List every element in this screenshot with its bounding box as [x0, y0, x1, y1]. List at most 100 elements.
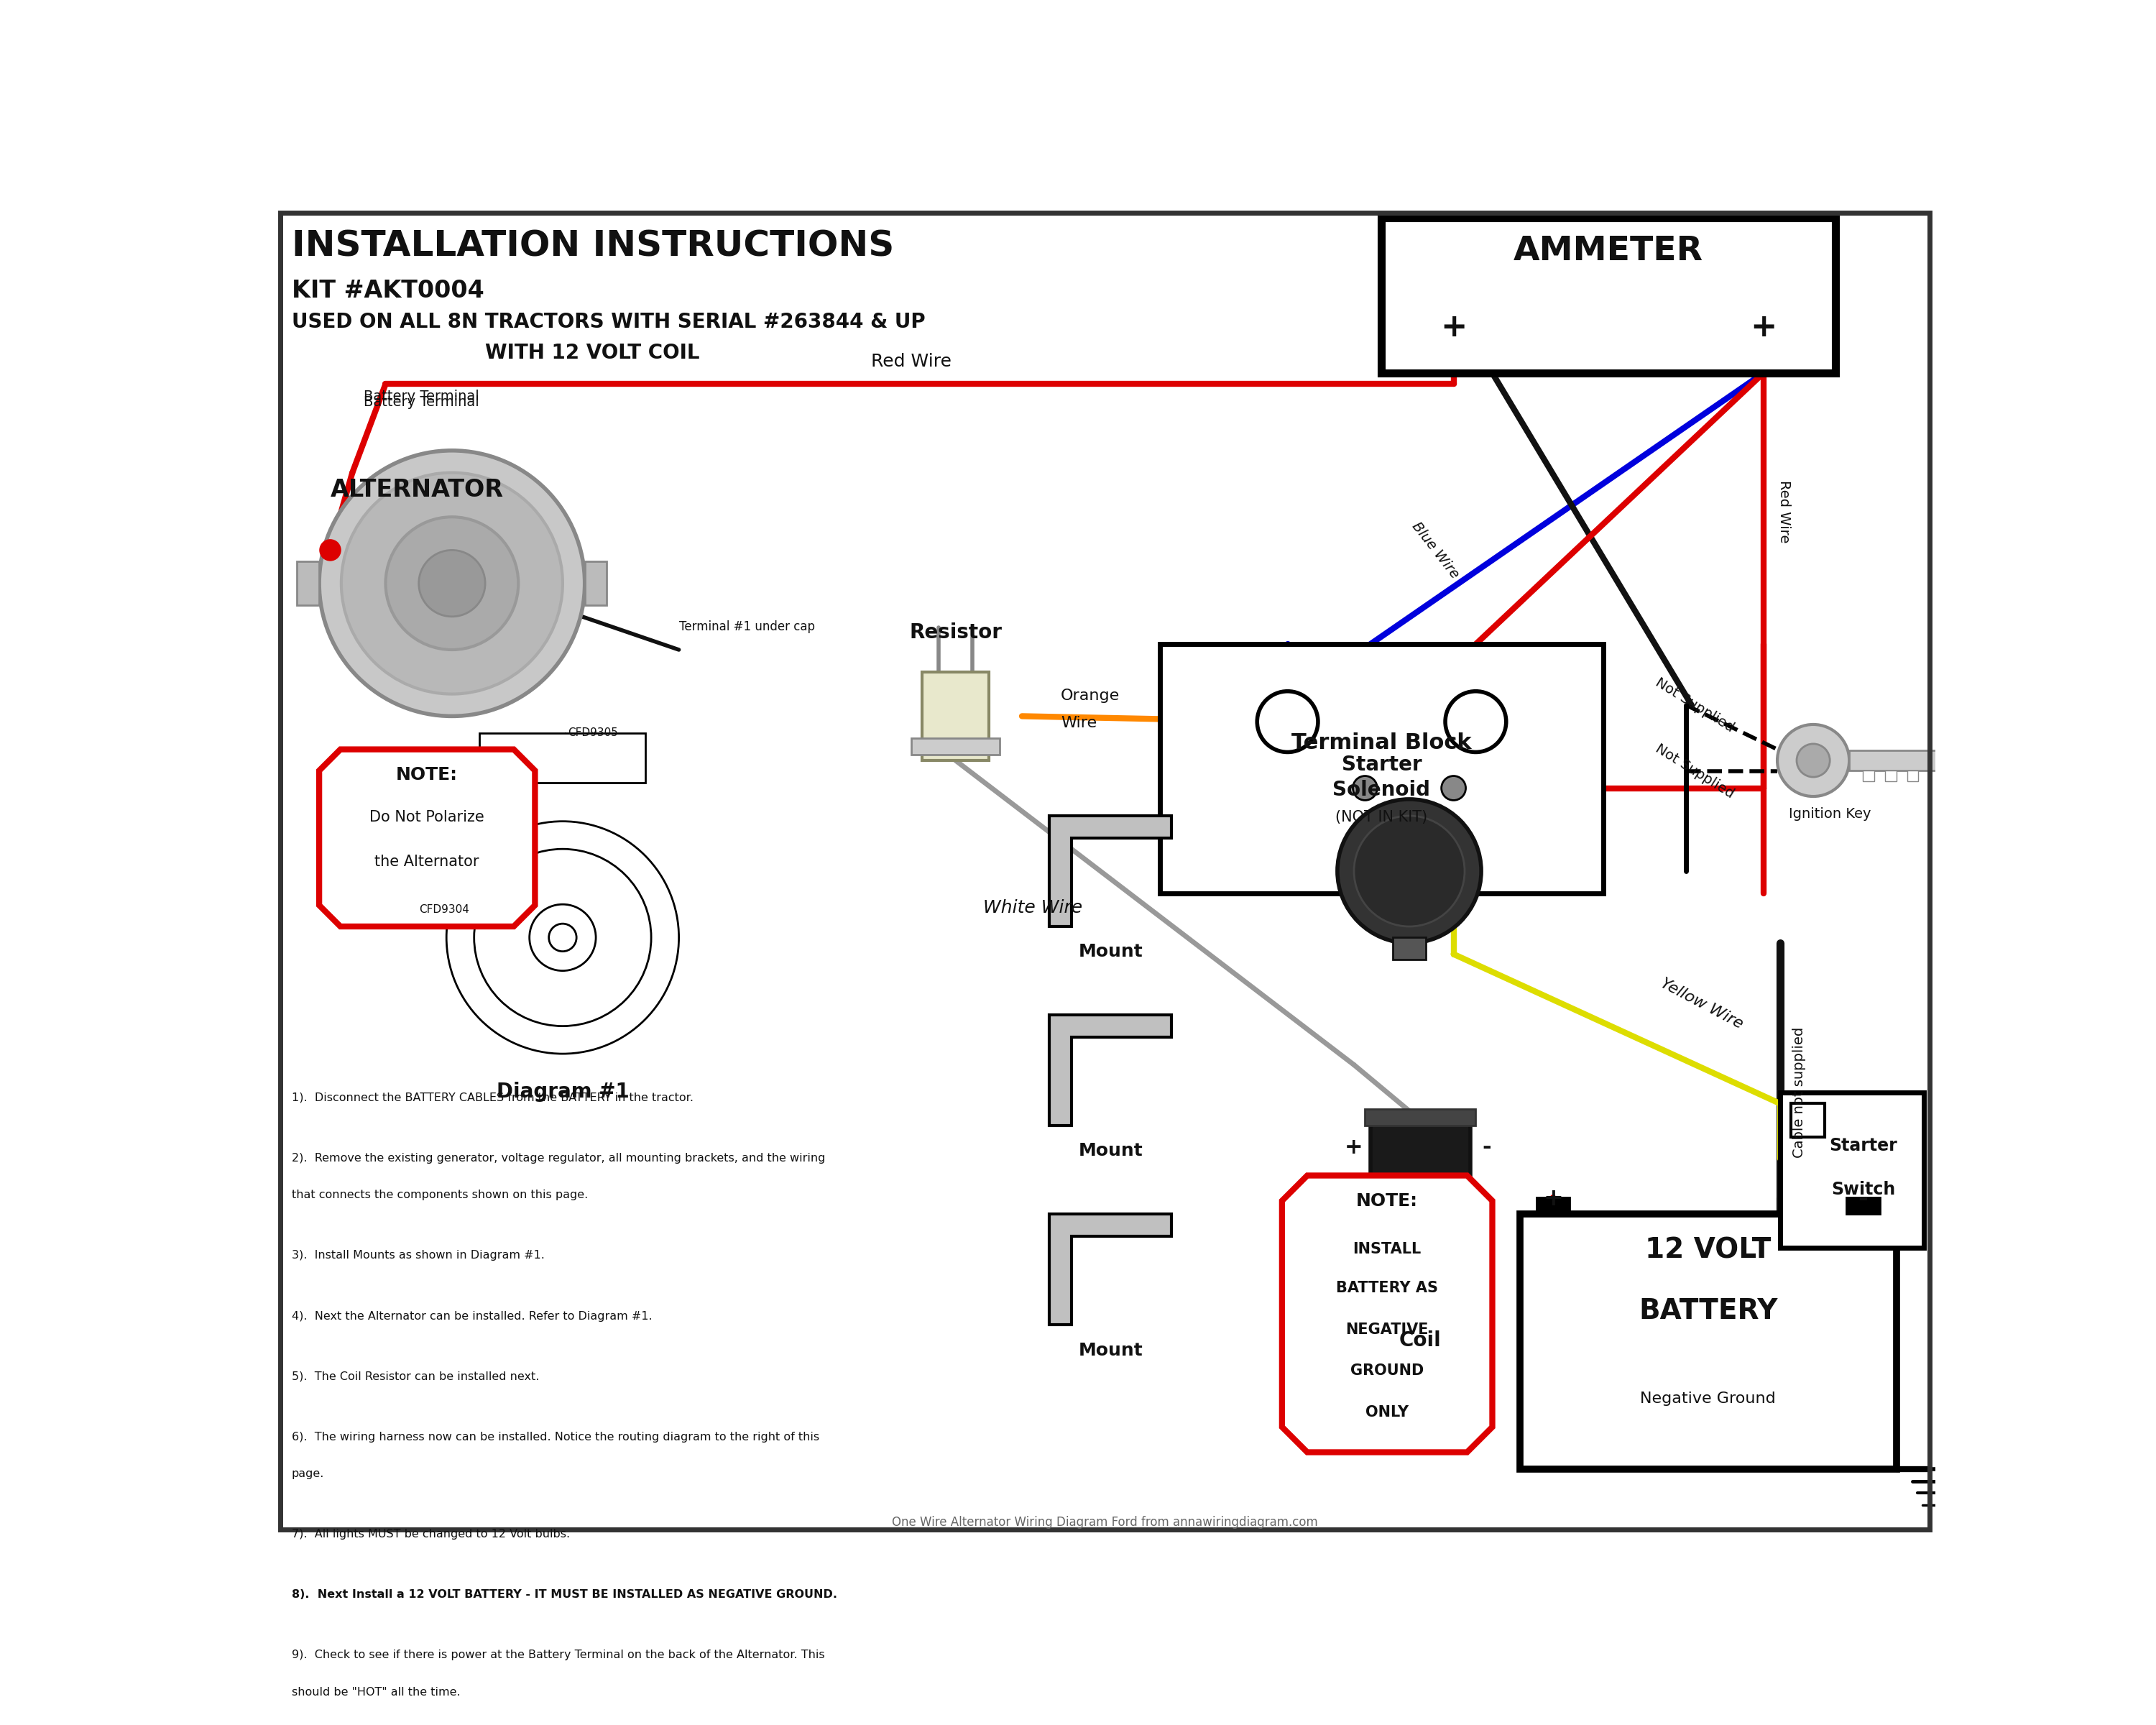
Text: Red Wire: Red Wire [871, 354, 951, 371]
Bar [1365, 1109, 1475, 1126]
Circle shape [319, 450, 584, 716]
Text: +: + [1345, 1137, 1363, 1157]
Bar [1846, 1197, 1880, 1214]
Bar [1850, 750, 1938, 771]
Text: -: - [1481, 1137, 1492, 1157]
Text: the Alternator: the Alternator [375, 854, 479, 869]
Text: WITH 12 VOLT COIL: WITH 12 VOLT COIL [485, 343, 701, 362]
Text: Diagram #1: Diagram #1 [496, 1082, 630, 1102]
Bar [1393, 938, 1425, 959]
Text: Switch: Switch [1830, 1182, 1895, 1199]
Text: Orange: Orange [1061, 688, 1119, 702]
Text: page.: page. [291, 1468, 323, 1480]
Text: White Wire: White Wire [983, 899, 1082, 916]
Text: 6).  The wiring harness now can be installed. Notice the routing diagram to the : 6). The wiring harness now can be instal… [291, 1432, 819, 1442]
Bar [584, 561, 606, 605]
Text: AMMETER: AMMETER [1514, 235, 1703, 267]
Circle shape [1337, 799, 1481, 944]
Bar [923, 673, 990, 761]
Text: 5).  The Coil Resistor can be installed next.: 5). The Coil Resistor can be installed n… [291, 1371, 539, 1382]
Text: that connects the components shown on this page.: that connects the components shown on th… [291, 1190, 589, 1201]
Text: Starter: Starter [1828, 1137, 1897, 1154]
Polygon shape [1050, 816, 1171, 926]
Text: -: - [1858, 1187, 1867, 1211]
Bar [1781, 1092, 1923, 1247]
Bar [1371, 1120, 1470, 1320]
Text: 8).  Next Install a 12 VOLT BATTERY - IT MUST BE INSTALLED AS NEGATIVE GROUND.: 8). Next Install a 12 VOLT BATTERY - IT … [291, 1589, 837, 1601]
Circle shape [418, 550, 485, 616]
Text: +: + [1751, 312, 1777, 343]
Text: Not Supplied: Not Supplied [1654, 742, 1736, 800]
Circle shape [341, 473, 563, 693]
Text: KIT #AKT0004: KIT #AKT0004 [291, 279, 483, 302]
Text: Starter: Starter [1341, 756, 1421, 775]
Circle shape [474, 849, 651, 1026]
Polygon shape [1283, 1175, 1492, 1452]
Text: Not Supplied: Not Supplied [1654, 676, 1736, 735]
Bar [1537, 1197, 1570, 1214]
Text: CFD9304: CFD9304 [418, 904, 470, 914]
Text: Terminal Block: Terminal Block [1291, 733, 1473, 754]
Text: 1).  Disconnect the BATTERY CABLES from the BATTERY in the tractor.: 1). Disconnect the BATTERY CABLES from t… [291, 1092, 694, 1104]
Text: Red Wire: Red Wire [1777, 480, 1792, 543]
Text: BATTERY AS: BATTERY AS [1337, 1280, 1438, 1295]
Polygon shape [319, 749, 535, 926]
Circle shape [1354, 816, 1464, 926]
Text: Yellow Wire: Yellow Wire [1658, 976, 1746, 1032]
Circle shape [530, 904, 595, 971]
Text: One Wire Alternator Wiring Diagram Ford from annawiringdiagram.com: One Wire Alternator Wiring Diagram Ford … [893, 1516, 1317, 1528]
Text: Solenoid: Solenoid [1332, 780, 1429, 800]
Text: Do Not Polarize: Do Not Polarize [369, 811, 485, 825]
Circle shape [1777, 724, 1850, 797]
Text: 2).  Remove the existing generator, voltage regulator, all mounting brackets, an: 2). Remove the existing generator, volta… [291, 1152, 826, 1164]
Text: NEGATIVE: NEGATIVE [1345, 1321, 1429, 1337]
Circle shape [1445, 692, 1507, 752]
Text: ALTERNATOR: ALTERNATOR [330, 478, 502, 502]
Bar [912, 738, 1000, 756]
Text: Wire: Wire [1061, 716, 1097, 731]
Circle shape [1352, 776, 1378, 800]
Text: should be "HOT" all the time.: should be "HOT" all the time. [291, 1687, 459, 1697]
Polygon shape [1050, 1214, 1171, 1325]
Text: Ignition Key: Ignition Key [1789, 807, 1871, 821]
Text: USED ON ALL 8N TRACTORS WITH SERIAL #263844 & UP: USED ON ALL 8N TRACTORS WITH SERIAL #263… [291, 312, 925, 333]
Bar [1908, 771, 1919, 781]
Text: GROUND: GROUND [1350, 1364, 1423, 1378]
Text: Negative Ground: Negative Ground [1641, 1392, 1777, 1406]
Text: Battery Terminal: Battery Terminal [364, 395, 479, 409]
Circle shape [1796, 743, 1830, 776]
Circle shape [1442, 776, 1466, 800]
Text: +: + [1440, 312, 1466, 343]
Text: 3).  Install Mounts as shown in Diagram #1.: 3). Install Mounts as shown in Diagram #… [291, 1251, 543, 1261]
Text: Mount: Mount [1078, 1342, 1143, 1359]
Text: 4).  Next the Alternator can be installed. Refer to Diagram #1.: 4). Next the Alternator can be installed… [291, 1311, 651, 1321]
Text: Mount: Mount [1078, 944, 1143, 961]
Circle shape [550, 923, 576, 952]
Text: BATTERY: BATTERY [1639, 1297, 1777, 1325]
Bar [298, 561, 319, 605]
Text: +: + [1544, 1187, 1563, 1211]
Text: Terminal #1 under cap: Terminal #1 under cap [679, 621, 815, 633]
Text: Resistor: Resistor [910, 623, 1003, 642]
Text: 7).  All lights MUST be changed to 12 Volt bulbs.: 7). All lights MUST be changed to 12 Vol… [291, 1528, 569, 1540]
Bar [1884, 771, 1897, 781]
Text: 12 VOLT: 12 VOLT [1645, 1237, 1770, 1264]
Bar [1792, 1104, 1824, 1137]
Text: CFD9305: CFD9305 [569, 728, 619, 738]
Circle shape [446, 821, 679, 1054]
Polygon shape [1050, 1014, 1171, 1126]
Text: INSTALLATION INSTRUCTIONS: INSTALLATION INSTRUCTIONS [291, 229, 895, 264]
Text: 9).  Check to see if there is power at the Battery Terminal on the back of the A: 9). Check to see if there is power at th… [291, 1649, 824, 1661]
Text: Blue Wire: Blue Wire [1410, 519, 1462, 581]
Text: NOTE:: NOTE: [397, 766, 457, 783]
Bar [479, 733, 645, 783]
Bar [1382, 217, 1835, 373]
Circle shape [321, 540, 341, 561]
Text: Battery Terminal: Battery Terminal [364, 390, 479, 404]
Text: ONLY: ONLY [1365, 1406, 1408, 1420]
Text: (NOT IN KIT): (NOT IN KIT) [1335, 811, 1427, 825]
Text: INSTALL: INSTALL [1354, 1242, 1421, 1256]
Text: Mount: Mount [1078, 1142, 1143, 1159]
Bar [1520, 1214, 1897, 1470]
Circle shape [386, 518, 517, 650]
